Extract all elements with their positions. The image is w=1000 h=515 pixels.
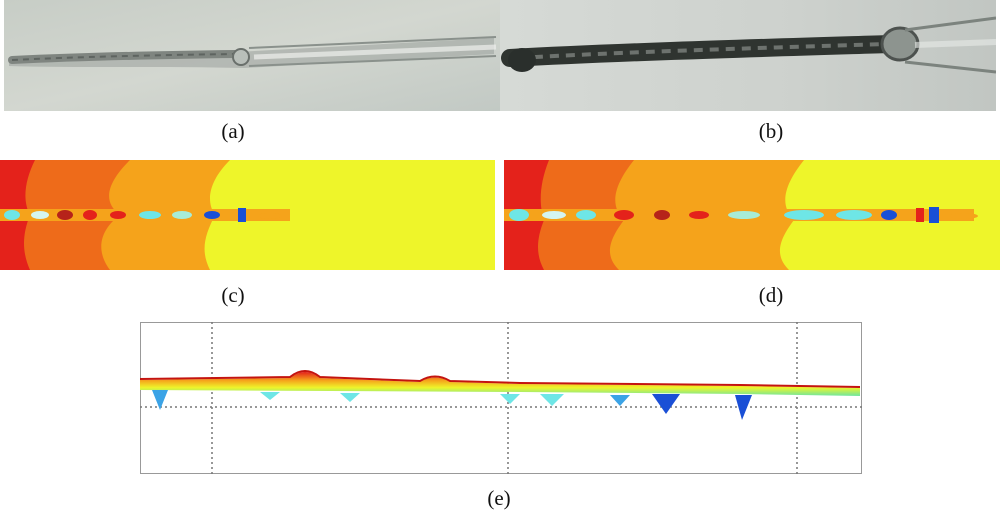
heatmap-c (0, 160, 495, 270)
photo-panel-b (500, 0, 996, 111)
caption-a: (a) (221, 119, 245, 143)
weld-photo-a (4, 0, 500, 111)
heatmap-panel-c (0, 160, 495, 270)
caption-e: (e) (487, 486, 511, 510)
caption-d: (d) (758, 283, 784, 307)
depressions (152, 390, 752, 420)
weld-photo-b (500, 0, 996, 111)
caption-b: (b) (758, 119, 784, 143)
heatmap-d (504, 160, 1000, 270)
heatmap-panel-d (504, 160, 1000, 270)
photo-panel-a (4, 0, 500, 111)
caption-c: (c) (221, 283, 245, 307)
profile-plot-panel-e (140, 322, 862, 474)
profile-plot-e (140, 322, 862, 474)
